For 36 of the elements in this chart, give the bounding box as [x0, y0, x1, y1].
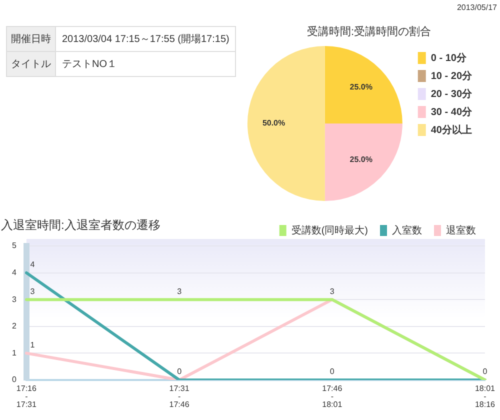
data-label: 1 [30, 340, 36, 350]
text: 開催日時 [6, 26, 56, 52]
data-label: 4 [30, 260, 36, 270]
y-tick-label: 3 [12, 294, 17, 304]
y-tick-label: 1 [12, 348, 17, 358]
legend-label: 40分以上 [430, 124, 472, 136]
data-label: 3 [177, 286, 182, 296]
legend-label: 0 - 10分 [430, 52, 468, 64]
y-tick-label: 0 [12, 375, 17, 384]
data-label: 0 [177, 367, 182, 376]
legend-label: 入室数 [392, 224, 422, 236]
y-tick-label: 2 [12, 322, 17, 331]
data-label: 3 [330, 286, 335, 296]
legend-label: 20 - 30分 [430, 88, 473, 100]
x-tick-label: 17:31 - 17:46 [169, 384, 190, 410]
x-tick-label: 17:46 - 18:01 [322, 384, 343, 410]
y-tick-label: 5 [12, 241, 17, 250]
text: 2013/03/04 17:15～17:55 (開場17:15) [56, 26, 236, 52]
text: 2013/05/17 [456, 3, 497, 12]
y-tick-label: 4 [12, 268, 17, 278]
legend-label: 退室数 [446, 224, 476, 236]
x-tick-label: 18:01 - 18:16 [474, 384, 496, 410]
chart-title: 入退室時間:入退室者数の遷移 [1, 217, 160, 234]
data-label: 0 [482, 367, 488, 376]
legend-label: 30 - 40分 [430, 106, 473, 118]
legend-label: 受講数(同時最大) [291, 224, 368, 236]
data-label: 25.0% [350, 82, 372, 92]
chart-title: 受講時間:受講時間の割合 [306, 24, 432, 39]
data-label: 25.0% [350, 154, 372, 164]
data-label: 50.0% [262, 118, 286, 128]
text: テストNO１ [56, 52, 236, 76]
text: タイトル [6, 52, 56, 76]
x-tick-label: 17:16 - 17:31 [16, 384, 38, 410]
data-label: 3 [30, 286, 36, 296]
data-label: 0 [330, 367, 335, 376]
legend-label: 10 - 20分 [430, 70, 473, 82]
